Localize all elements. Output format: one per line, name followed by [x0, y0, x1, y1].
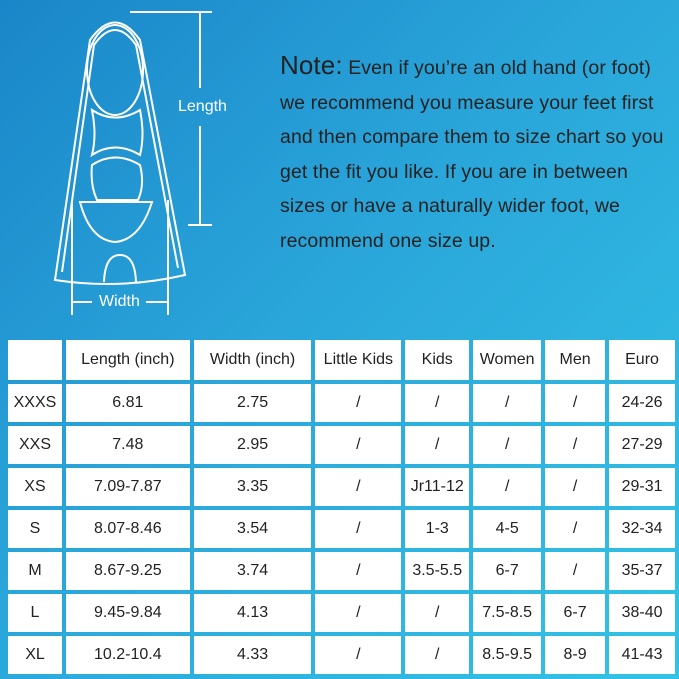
sizing-note: Note: Even if you’re an old hand (or foo… — [280, 48, 670, 258]
table-cell: 4.33 — [193, 636, 312, 674]
width-label: Width — [99, 293, 140, 310]
column-header: Width (inch) — [193, 340, 312, 380]
table-cell: S — [8, 510, 62, 548]
table-cell: / — [315, 510, 402, 548]
table-cell: 10.2-10.4 — [65, 636, 190, 674]
table-cell: / — [473, 468, 542, 506]
table-cell: / — [545, 384, 606, 422]
swim-fin-diagram — [53, 11, 212, 315]
table-row: S 8.07-8.46 3.54/1-3 4-5/32-34 — [8, 510, 675, 548]
table-cell: 2.75 — [193, 384, 312, 422]
table-cell: / — [473, 384, 542, 422]
table-cell: / — [473, 426, 542, 464]
table-cell: / — [405, 426, 470, 464]
table-cell: M — [8, 552, 62, 590]
column-header: Men — [545, 340, 606, 380]
table-cell: 27-29 — [609, 426, 675, 464]
table-cell: 3.5-5.5 — [405, 552, 470, 590]
table-cell: 3.35 — [193, 468, 312, 506]
table-cell: 6-7 — [545, 594, 606, 632]
table-row: XS 7.09-7.87 3.35/Jr11-12//29-31 — [8, 468, 675, 506]
table-cell: / — [405, 384, 470, 422]
fin-outline — [53, 21, 187, 285]
table-cell: 8.67-9.25 — [65, 552, 190, 590]
table-cell: Jr11-12 — [405, 468, 470, 506]
table-cell: 4-5 — [473, 510, 542, 548]
table-cell: 1-3 — [405, 510, 470, 548]
table-header-row: Length (inch) Width (inch) Little Kids Kids… — [8, 340, 675, 380]
table-row: M 8.67-9.25 3.74/3.5-5.5 6-7/35-37 — [8, 552, 675, 590]
table-cell: 2.95 — [193, 426, 312, 464]
table-row: XXS 7.48 2.95// //27-29 — [8, 426, 675, 464]
size-chart-table: Length (inch) Width (inch) Little Kids Kids… — [4, 336, 679, 678]
table-cell: / — [315, 426, 402, 464]
note-heading: Note: — [280, 50, 343, 80]
table-cell: 7.5-8.5 — [473, 594, 542, 632]
table-cell: 29-31 — [609, 468, 675, 506]
table-cell: 8.07-8.46 — [65, 510, 190, 548]
table-cell: 8-9 — [545, 636, 606, 674]
length-label: Length — [178, 98, 227, 115]
table-cell: 41-43 — [609, 636, 675, 674]
table-cell: 24-26 — [609, 384, 675, 422]
column-header: Euro — [609, 340, 675, 380]
table-cell: XXS — [8, 426, 62, 464]
table-cell: 32-34 — [609, 510, 675, 548]
table-cell: XL — [8, 636, 62, 674]
column-header: Length (inch) — [65, 340, 190, 380]
column-header: Women — [473, 340, 542, 380]
column-header: Little Kids — [315, 340, 402, 380]
table-cell: / — [405, 594, 470, 632]
table-cell: 9.45-9.84 — [65, 594, 190, 632]
table-cell: / — [315, 594, 402, 632]
table-cell: / — [545, 510, 606, 548]
table-row: XXXS 6.81 2.75// //24-26 — [8, 384, 675, 422]
table-cell: XXXS — [8, 384, 62, 422]
table-cell: 38-40 — [609, 594, 675, 632]
table-cell: / — [315, 468, 402, 506]
table-cell: L — [8, 594, 62, 632]
table-row: L 9.45-9.84 4.13//7.5-8.5 6-7 38-40 — [8, 594, 675, 632]
table-cell: 3.54 — [193, 510, 312, 548]
table-cell: 6-7 — [473, 552, 542, 590]
table-cell: / — [315, 384, 402, 422]
table-cell: XS — [8, 468, 62, 506]
table-cell: / — [315, 636, 402, 674]
table-cell: 8.5-9.5 — [473, 636, 542, 674]
table-cell: 4.13 — [193, 594, 312, 632]
table-cell: 35-37 — [609, 552, 675, 590]
table-cell: / — [315, 552, 402, 590]
table-cell: 7.09-7.87 — [65, 468, 190, 506]
table-cell: / — [545, 468, 606, 506]
column-header — [8, 340, 62, 380]
table-cell: / — [405, 636, 470, 674]
table-cell: 6.81 — [65, 384, 190, 422]
table-cell: 7.48 — [65, 426, 190, 464]
note-text: Even if you’re an old hand (or foot) we … — [280, 57, 664, 252]
column-header: Kids — [405, 340, 470, 380]
table-cell: / — [545, 552, 606, 590]
table-cell: / — [545, 426, 606, 464]
table-row: XL 10.2-10.4 4.33//8.5-9.5 8-9 41-43 — [8, 636, 675, 674]
table-cell: 3.74 — [193, 552, 312, 590]
